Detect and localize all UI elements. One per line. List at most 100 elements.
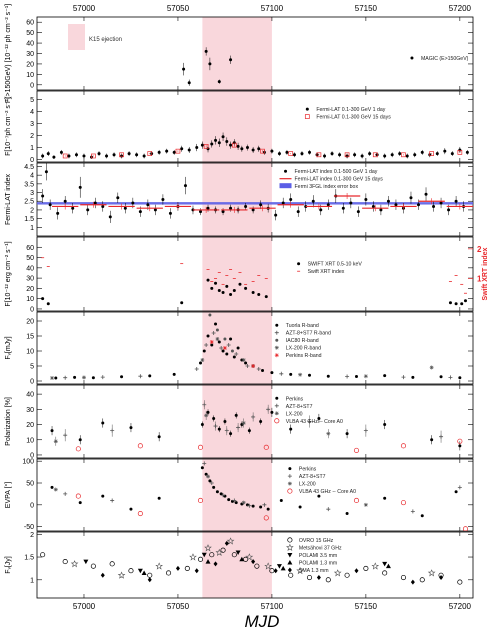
data-point bbox=[53, 487, 58, 492]
k15-ejection-legend: K15 ejection bbox=[68, 24, 122, 50]
data-point bbox=[234, 352, 239, 356]
series-sma-1-3-mm bbox=[100, 540, 444, 585]
legend-label: Metsähovi 37 GHz bbox=[299, 545, 342, 551]
data-point bbox=[251, 291, 255, 294]
data-point bbox=[217, 427, 221, 431]
data-point bbox=[280, 565, 286, 571]
data-point bbox=[245, 146, 249, 150]
data-point bbox=[274, 353, 279, 358]
data-point bbox=[323, 154, 327, 158]
data-point bbox=[251, 148, 255, 152]
y-axis-title: Fᵥ[Jy] bbox=[5, 556, 12, 573]
y-axis-title: Fᵥ[mJy] bbox=[5, 336, 12, 359]
data-point bbox=[220, 547, 226, 553]
data-point bbox=[288, 467, 292, 471]
y-tick-label: 0 bbox=[30, 452, 34, 459]
right-y-tick-label: 2 bbox=[477, 245, 482, 254]
y-tick-label: 3 bbox=[30, 121, 34, 128]
data-point bbox=[206, 474, 211, 479]
data-point bbox=[363, 374, 368, 379]
data-point bbox=[447, 208, 451, 212]
data-point bbox=[349, 201, 353, 205]
data-point bbox=[157, 435, 161, 439]
data-point bbox=[236, 346, 240, 350]
data-point bbox=[401, 152, 406, 158]
data-point bbox=[279, 498, 283, 502]
y-tick-label: 60 bbox=[26, 20, 34, 27]
top-x-tick-label: 57050 bbox=[167, 4, 190, 13]
panel-frame bbox=[36, 236, 474, 312]
data-point bbox=[210, 343, 214, 347]
data-point bbox=[214, 281, 218, 285]
data-point bbox=[410, 56, 414, 60]
data-point bbox=[419, 577, 425, 583]
data-point bbox=[200, 358, 205, 362]
data-point bbox=[119, 152, 124, 158]
data-point bbox=[200, 466, 204, 470]
top-x-tick-label: 57100 bbox=[261, 4, 284, 13]
shaded-interval-layer bbox=[202, 17, 272, 598]
data-point bbox=[263, 444, 269, 450]
data-point bbox=[155, 562, 163, 570]
data-point bbox=[63, 491, 68, 496]
legend-label: Fermi-LAT index 0.1-300 GeV 15 days bbox=[295, 177, 384, 183]
data-point bbox=[368, 152, 372, 156]
data-point bbox=[270, 410, 274, 414]
y-tick-label: 2 bbox=[30, 532, 34, 539]
data-point bbox=[131, 201, 135, 205]
legend-label: SMA 1.3 mm bbox=[299, 568, 329, 574]
data-point bbox=[187, 148, 191, 152]
data-point bbox=[83, 559, 89, 565]
data-point bbox=[221, 291, 225, 294]
data-point bbox=[101, 204, 105, 208]
y-tick-label: 10 bbox=[26, 296, 34, 303]
data-point bbox=[308, 373, 311, 377]
y-tick-label: 0 bbox=[30, 502, 34, 509]
data-point bbox=[429, 151, 435, 156]
data-point bbox=[240, 147, 244, 151]
data-point bbox=[40, 552, 46, 558]
data-point bbox=[300, 152, 304, 156]
series-vlba-43-ghz-core-a0 bbox=[75, 438, 463, 453]
data-point bbox=[78, 501, 82, 505]
right-y-axis-title: Swift XRT index bbox=[482, 247, 489, 300]
data-point bbox=[200, 423, 204, 427]
y-axis-title: Polarization [%] bbox=[5, 397, 12, 446]
y-tick-label: 40 bbox=[26, 265, 34, 272]
data-point bbox=[458, 444, 462, 448]
data-point bbox=[296, 210, 300, 214]
data-point bbox=[50, 429, 54, 433]
y-tick-label: 0 bbox=[30, 82, 34, 89]
data-point bbox=[203, 144, 209, 149]
data-point bbox=[101, 421, 105, 425]
data-point bbox=[63, 375, 68, 380]
data-point bbox=[364, 198, 368, 201]
data-point bbox=[147, 577, 152, 583]
series-magic-e-150gev- bbox=[182, 47, 233, 86]
x-axis-title: MJD bbox=[245, 612, 280, 631]
bottom-x-tick-label: 57200 bbox=[449, 602, 472, 611]
y-tick-label: 1.5 bbox=[24, 555, 34, 562]
data-point bbox=[463, 299, 467, 303]
data-point bbox=[413, 153, 417, 157]
data-point bbox=[443, 149, 447, 153]
data-point bbox=[292, 153, 296, 157]
data-point bbox=[247, 503, 252, 508]
y-tick-label: 40 bbox=[26, 392, 34, 399]
data-point bbox=[266, 407, 271, 412]
panel-data bbox=[41, 132, 469, 159]
data-point bbox=[138, 210, 142, 214]
data-point bbox=[109, 561, 115, 567]
y-axis-title: F[10⁻⁷ph cm⁻² s⁻¹] bbox=[5, 97, 12, 156]
legend-label: IAC80 R-band bbox=[286, 338, 319, 344]
legend-label: Perkins R-band bbox=[286, 353, 322, 359]
y-tick-label: 2 bbox=[30, 207, 34, 214]
data-point bbox=[236, 144, 240, 148]
data-point bbox=[229, 206, 233, 210]
data-point bbox=[229, 143, 233, 147]
data-point bbox=[308, 150, 311, 154]
data-point bbox=[383, 154, 387, 158]
data-point bbox=[229, 58, 233, 62]
